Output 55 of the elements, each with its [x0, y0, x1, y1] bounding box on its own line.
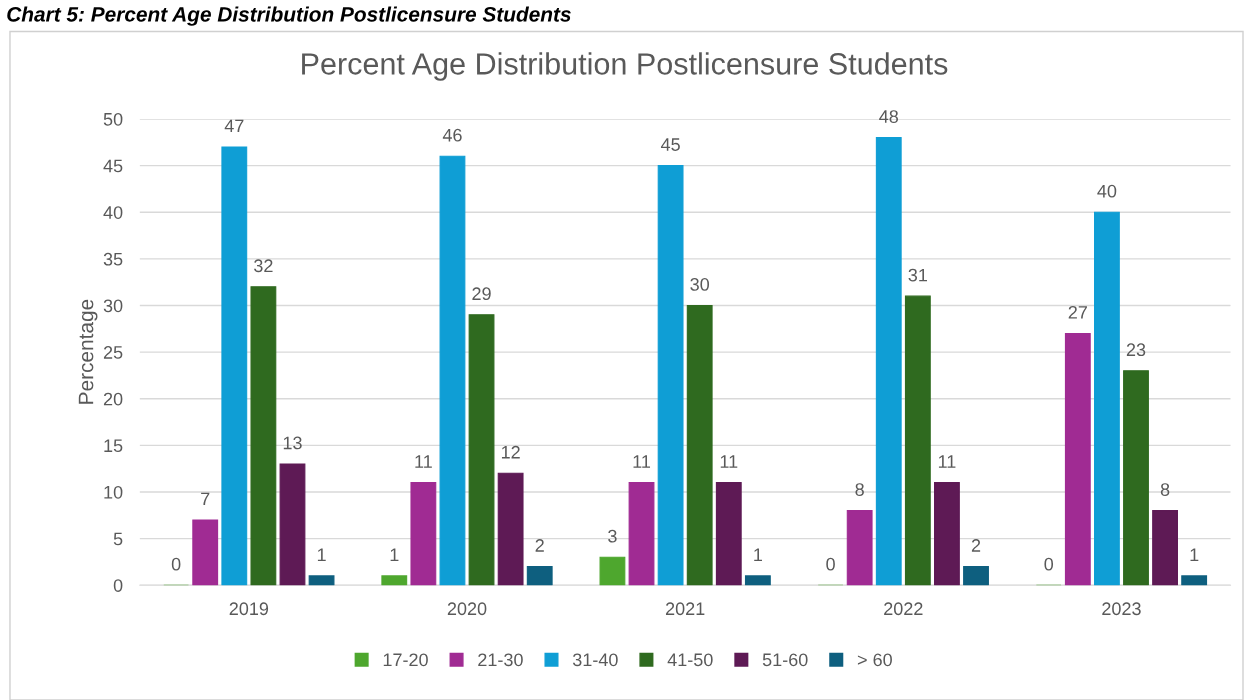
data-label: 11 [720, 455, 738, 468]
y-tick-label: 15 [104, 439, 123, 453]
data-label: 2 [535, 539, 544, 552]
legend-label: 51-60 [762, 653, 808, 667]
data-label: 0 [171, 557, 181, 571]
data-label: 1 [1190, 548, 1199, 562]
y-tick-label: 0 [113, 579, 123, 592]
legend-label: 21-30 [478, 653, 523, 667]
data-label: 0 [826, 557, 835, 571]
x-tick-label: 2019 [229, 602, 269, 616]
x-tick-label: 2020 [447, 602, 487, 616]
data-label: 11 [415, 455, 432, 468]
data-label: 32 [254, 259, 273, 273]
data-label: 23 [1126, 343, 1146, 357]
data-label: 30 [690, 278, 710, 291]
y-tick-label: 50 [103, 112, 123, 126]
data-label: 7 [201, 492, 210, 506]
legend-label: 31-40 [572, 653, 618, 667]
legend-label: > 60 [857, 653, 892, 667]
y-tick-label: 5 [113, 532, 123, 546]
data-label: 8 [855, 483, 864, 496]
data-label: 1 [390, 548, 399, 562]
data-label: 47 [224, 119, 244, 133]
legend-label: 17-20 [383, 653, 428, 667]
data-label: 1 [317, 548, 326, 562]
data-label: 1 [754, 548, 763, 562]
data-label: 46 [442, 128, 462, 142]
y-tick-label: 25 [103, 346, 123, 359]
data-label: 12 [501, 445, 520, 459]
legend-label: 41-50 [667, 653, 713, 667]
y-tick-label: 30 [103, 299, 123, 313]
y-tick-label: 35 [103, 252, 123, 266]
data-label: 8 [1160, 483, 1170, 496]
data-label: 40 [1097, 184, 1117, 198]
y-tick-label: 20 [103, 392, 123, 406]
data-label: 45 [660, 138, 680, 151]
data-label: 48 [879, 110, 899, 123]
data-label: 11 [938, 455, 956, 468]
data-label: 29 [472, 287, 491, 301]
x-tick-label: 2022 [884, 602, 923, 616]
caption: Chart 5: Percent Age Distribution Postlicensure Students [7, 6, 571, 26]
y-tick-label: 45 [103, 159, 123, 173]
data-label: 11 [633, 455, 651, 468]
y-tick-label: 10 [104, 485, 123, 499]
y-axis-title: Percentage [78, 299, 98, 404]
chart-title: Percent Age Distribution Postlicensure Students [302, 52, 948, 81]
data-label: 13 [283, 436, 302, 450]
x-tick-label: 2023 [1102, 602, 1141, 616]
x-tick-label: 2021 [665, 602, 705, 616]
y-tick-label: 40 [103, 206, 123, 219]
data-label: 0 [1044, 557, 1054, 571]
data-label: 31 [908, 268, 928, 282]
data-label: 27 [1068, 305, 1087, 319]
data-label: 2 [971, 539, 981, 552]
data-label: 3 [608, 529, 617, 543]
